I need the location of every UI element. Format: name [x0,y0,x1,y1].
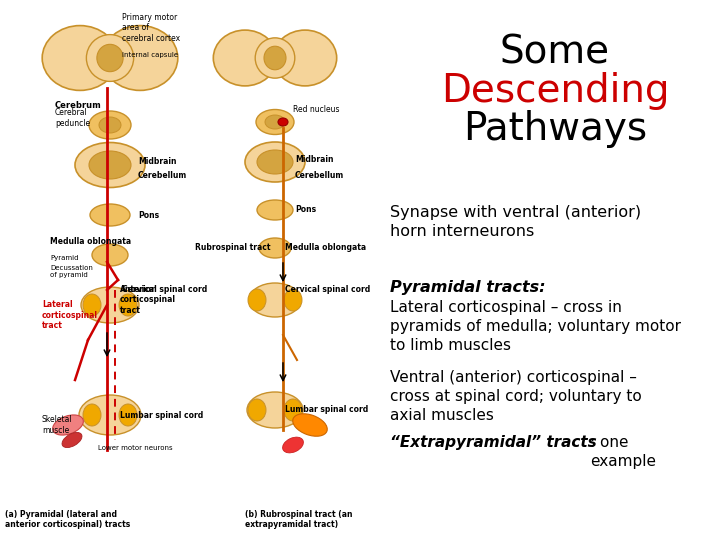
Text: Pyramid: Pyramid [50,255,78,261]
Text: : one
example: : one example [590,435,656,469]
Ellipse shape [79,395,141,435]
Ellipse shape [247,392,303,428]
Text: Pyramidal tracts:: Pyramidal tracts: [390,280,546,295]
Text: Cervical spinal cord: Cervical spinal cord [122,286,207,294]
Text: Lateral corticospinal – cross in
pyramids of medulla; voluntary motor
to limb mu: Lateral corticospinal – cross in pyramid… [390,300,681,353]
Ellipse shape [278,118,288,126]
Ellipse shape [293,414,328,436]
Text: Decussation
of pyramid: Decussation of pyramid [50,266,93,279]
Text: Lateral
corticospinal
tract: Lateral corticospinal tract [42,300,98,330]
Text: “Extrapyramidal” tracts: “Extrapyramidal” tracts [390,435,597,450]
Ellipse shape [245,142,305,182]
Ellipse shape [256,110,294,134]
Text: Synapse with ventral (anterior)
horn interneurons: Synapse with ventral (anterior) horn int… [390,205,641,239]
Ellipse shape [81,287,139,323]
Text: Primary motor
area of
cerebral cortex: Primary motor area of cerebral cortex [122,13,180,43]
Text: Pons: Pons [295,206,316,214]
Ellipse shape [249,283,301,317]
Ellipse shape [53,415,84,435]
Ellipse shape [92,244,128,266]
Ellipse shape [257,200,293,220]
Text: Internal capsule: Internal capsule [122,52,178,58]
Ellipse shape [248,399,266,421]
Text: Midbrain: Midbrain [295,156,333,165]
Ellipse shape [83,294,101,316]
Ellipse shape [248,289,266,311]
Text: Cerebral
peduncle: Cerebral peduncle [55,109,90,127]
Ellipse shape [255,38,294,78]
Ellipse shape [86,35,134,82]
Text: Lumbar spinal cord: Lumbar spinal cord [120,410,203,420]
Text: Pathways: Pathways [463,110,647,148]
Ellipse shape [62,433,82,448]
Text: Cerebellum: Cerebellum [295,171,344,179]
Text: Descending: Descending [441,72,670,110]
Ellipse shape [284,399,302,421]
Text: (a) Pyramidal (lateral and
anterior corticospinal) tracts: (a) Pyramidal (lateral and anterior cort… [5,510,130,529]
Text: Midbrain: Midbrain [138,158,176,166]
Text: Pons: Pons [138,211,159,219]
Ellipse shape [283,437,303,453]
Text: Cervical spinal cord: Cervical spinal cord [285,286,370,294]
Text: (b) Rubrospinal tract (an
extrapyramidal tract): (b) Rubrospinal tract (an extrapyramidal… [245,510,353,529]
Ellipse shape [99,117,121,133]
Text: Skeletal
muscle: Skeletal muscle [42,415,73,435]
Text: Lower motor neurons: Lower motor neurons [98,445,173,451]
Ellipse shape [274,30,337,86]
Ellipse shape [89,151,131,179]
Ellipse shape [83,404,101,426]
Ellipse shape [257,150,293,174]
Ellipse shape [102,25,178,90]
Ellipse shape [119,294,137,316]
Text: Medulla oblongata: Medulla oblongata [285,244,366,253]
Ellipse shape [90,204,130,226]
Text: Anterior
corticospinal
tract: Anterior corticospinal tract [120,285,176,315]
Ellipse shape [265,115,285,129]
Text: Medulla oblongata: Medulla oblongata [50,238,131,246]
Ellipse shape [89,111,131,139]
Text: Ventral (anterior) corticospinal –
cross at spinal cord; voluntary to
axial musc: Ventral (anterior) corticospinal – cross… [390,370,642,423]
Ellipse shape [213,30,276,86]
Ellipse shape [42,25,118,90]
Ellipse shape [97,44,123,72]
Text: Rubrospinal tract: Rubrospinal tract [195,244,271,253]
Text: Lumbar spinal cord: Lumbar spinal cord [285,406,368,415]
Ellipse shape [119,404,137,426]
Text: Some: Some [500,34,610,72]
Ellipse shape [264,46,286,70]
Text: Cerebellum: Cerebellum [138,171,187,179]
Ellipse shape [259,238,291,258]
Text: Cerebrum: Cerebrum [55,100,102,110]
Ellipse shape [75,143,145,187]
Ellipse shape [284,289,302,311]
Text: Red nucleus: Red nucleus [293,105,340,114]
